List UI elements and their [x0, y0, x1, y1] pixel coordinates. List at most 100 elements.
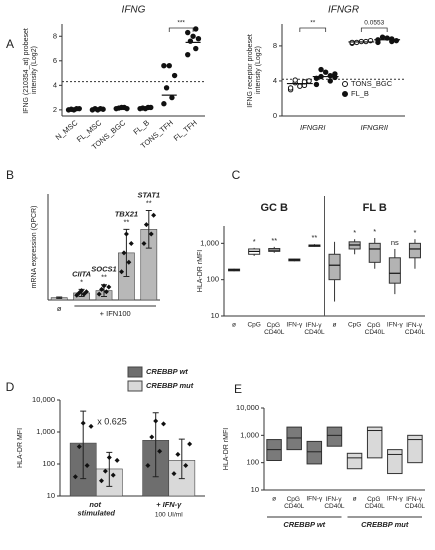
error-bar	[106, 451, 113, 469]
data-point	[121, 250, 127, 256]
box	[328, 253, 341, 281]
x-tick-label: ø	[333, 322, 337, 329]
y-tick-label: 4	[53, 80, 57, 89]
data-point	[292, 77, 298, 83]
data-point	[142, 105, 149, 112]
data-point	[187, 441, 193, 447]
x-tick-label: ø	[272, 496, 276, 503]
panel-label: D	[6, 380, 15, 394]
x-tick-label: FL_B	[131, 118, 151, 136]
x-tick-label: CpG CD40L	[365, 322, 386, 336]
x-tick-label: IFN-γ CD40L	[324, 496, 345, 510]
box	[408, 242, 421, 259]
error-bar	[80, 443, 87, 480]
data-point	[128, 240, 134, 246]
x-tick-label: not stimulated	[77, 500, 115, 517]
y-axis-label: IFNG receptor probeset intensity (Log2)	[247, 32, 262, 107]
legend-swatch	[127, 366, 143, 378]
data-point	[318, 66, 324, 73]
x-tick-label: CpG CD40L	[284, 496, 305, 510]
legend-label: TONS_BGC	[351, 79, 393, 88]
x-tick-label: FL_TFH	[172, 118, 199, 143]
data-point	[119, 269, 125, 275]
x-tick-label: ø	[353, 496, 357, 503]
data-point	[327, 72, 333, 79]
significance-label: *	[373, 227, 376, 236]
data-point	[124, 105, 130, 112]
data-point	[101, 283, 107, 289]
box	[388, 257, 401, 284]
significance-bracket	[299, 27, 327, 32]
data-point	[322, 69, 329, 75]
data-point	[106, 284, 112, 290]
x-tick-label: CpG CD40L	[365, 496, 386, 510]
x-tick-label: ø	[57, 304, 62, 313]
error-bar	[152, 412, 159, 441]
data-point	[157, 448, 163, 454]
y-tick-label: 4	[273, 76, 277, 85]
panel-label: E	[234, 382, 242, 396]
range-bar	[326, 426, 343, 447]
error-bar	[106, 468, 113, 487]
x-tick-label: IFNGRII	[361, 123, 389, 132]
x-tick-label: CpG	[247, 322, 260, 329]
data-point	[114, 457, 120, 463]
y-axis-label: mRNA expression (QPCR)	[31, 206, 38, 289]
significance-label: 0.0553	[364, 20, 384, 27]
data-point	[306, 78, 312, 84]
x-tick-label: CpG	[348, 322, 361, 329]
group-title: GC B	[261, 202, 289, 214]
data-point	[332, 74, 338, 81]
data-point	[193, 26, 199, 32]
y-tick-label: 10,000	[32, 395, 55, 404]
significance-bracket	[168, 27, 194, 32]
y-tick-label: 10	[47, 491, 55, 500]
panel-label: C	[232, 168, 241, 182]
x-tick-label: + IFN-γ	[156, 500, 182, 509]
data-point	[79, 288, 85, 294]
y-tick-label: 1,000	[200, 238, 219, 247]
data-point	[76, 105, 82, 112]
data-point	[297, 83, 303, 89]
range-bar	[407, 434, 423, 464]
y-tick-label: 6	[53, 56, 57, 65]
data-point	[327, 78, 333, 84]
data-point	[393, 37, 400, 44]
error-bar	[178, 460, 185, 480]
significance-label: ***	[177, 20, 185, 27]
error-bar	[56, 296, 63, 299]
group-label: CREBBP wt	[283, 520, 325, 529]
legend-label: CREBBP wt	[146, 367, 188, 376]
x-tick-label: ø	[232, 322, 236, 329]
y-tick-label: 1,000	[240, 430, 259, 439]
data-point	[163, 85, 170, 91]
data-point	[103, 289, 109, 295]
data-point	[84, 462, 90, 468]
data-point	[141, 240, 147, 246]
bar-label: STAT1	[137, 190, 160, 199]
legend-label: FL_B	[351, 89, 369, 98]
y-tick-label: 100	[42, 459, 55, 468]
significance-label: **	[271, 236, 277, 245]
significance-label: **	[123, 217, 129, 226]
significance-label: *	[413, 228, 416, 237]
data-point	[287, 85, 294, 91]
y-tick-label: 10	[251, 485, 259, 494]
data-point	[169, 94, 175, 101]
panel-label: A	[6, 37, 14, 51]
x-tick-label: IFNGRI	[300, 123, 325, 132]
bar-label: SOCS1	[91, 265, 116, 274]
y-axis-label: HLA-DR rMFI	[223, 428, 230, 470]
x-tick-sublabel: 100 UI/ml	[155, 512, 183, 519]
data-point	[110, 472, 116, 478]
y-tick-label: 0	[273, 111, 277, 120]
x-tick-label: IFN-γ CD40L	[405, 496, 426, 510]
data-point	[195, 36, 202, 42]
data-point	[161, 421, 167, 427]
data-point	[379, 34, 386, 40]
group-label: CREBBP mut	[361, 520, 409, 529]
y-tick-label: 8	[273, 41, 277, 50]
data-point	[99, 286, 105, 292]
